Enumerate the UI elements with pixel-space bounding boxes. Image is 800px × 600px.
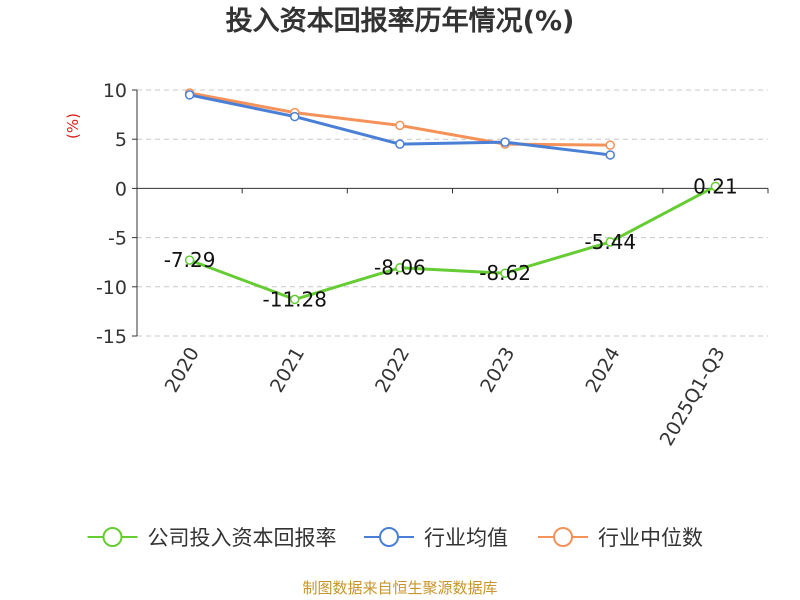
series-line [189,91,611,147]
series-lines [184,88,721,305]
y-tick-label: 5 [115,129,127,151]
data-labels: -7.29 -11.28 -8.06 -8.62 -5.44 0.21 [164,174,738,311]
data-point [184,90,195,100]
x-tick-label: 2021 [266,344,309,397]
data-point [710,181,721,192]
data-point [395,120,405,131]
legend-label: 行业中位数 [598,526,703,550]
data-label: -5.44 [584,230,636,254]
data-point [605,237,615,247]
data-point [290,294,300,305]
data-point [500,268,510,278]
legend-label: 行业均值 [424,526,508,550]
y-axis-label: (%) [64,113,82,139]
source-note: 制图数据来自恒生聚源数据库 [302,579,498,597]
chart-title: 投入资本回报率历年情况(%) [225,6,575,37]
y-tick-label: 0 [115,178,127,200]
legend-marker [553,527,573,547]
data-point [395,139,405,149]
legend: 公司投入资本回报率 行业均值 行业中位数 [87,526,703,550]
data-label: 0.21 [693,174,738,198]
y-tick-label: 10 [103,80,127,102]
series-line [189,185,717,301]
data-point [290,111,300,122]
y-tick-label: -10 [96,277,127,299]
x-tick-label: 2025Q1-Q3 [656,344,730,450]
data-label: -8.62 [479,261,531,285]
grid-lines [137,89,768,337]
data-label: -8.06 [374,256,426,280]
y-tick-label: -5 [108,228,127,250]
data-label: -11.28 [263,287,327,311]
legend-label: 公司投入资本回报率 [148,526,337,550]
x-tick-label: 2022 [371,344,414,397]
legend-marker [379,527,399,547]
data-label: -7.29 [164,248,216,272]
data-point [605,150,615,160]
data-point [395,262,405,273]
data-point [500,137,510,147]
data-point [605,140,615,150]
x-tick-label: 2024 [581,344,624,397]
legend-marker [102,527,123,547]
x-tick-label: 2023 [476,344,519,397]
data-point [184,255,195,265]
x-tick-label: 2020 [161,344,204,397]
y-tick-label: -15 [96,326,127,348]
